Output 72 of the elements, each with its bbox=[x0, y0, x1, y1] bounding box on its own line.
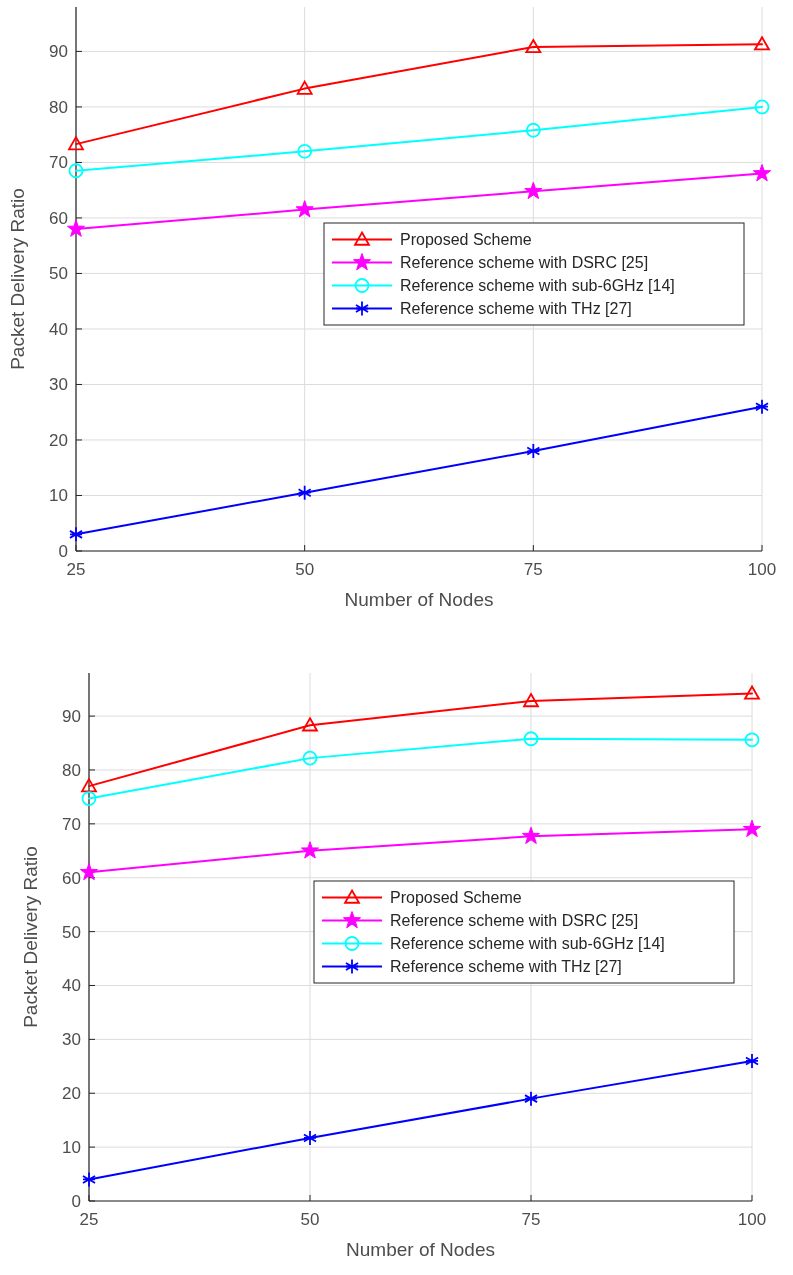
point bbox=[754, 99, 770, 115]
point bbox=[79, 862, 99, 881]
point bbox=[752, 164, 772, 182]
x-tick-label: 25 bbox=[66, 560, 86, 579]
x-axis-title: Number of Nodes bbox=[344, 589, 494, 610]
y-tick-label: 40 bbox=[49, 319, 68, 339]
x-axis-title: Number of Nodes bbox=[346, 1239, 495, 1260]
y-tick-label: 70 bbox=[49, 153, 68, 173]
y-tick-label: 20 bbox=[62, 1084, 81, 1104]
point bbox=[754, 36, 770, 51]
point bbox=[744, 685, 760, 700]
point bbox=[302, 717, 318, 732]
point bbox=[81, 791, 97, 806]
y-tick-label: 0 bbox=[58, 541, 68, 561]
y-axis-title: Packet Delivery Ratio bbox=[20, 846, 41, 1028]
x-tick-label: 75 bbox=[523, 560, 543, 579]
point bbox=[81, 778, 97, 793]
legend-label: Reference scheme with THz [27] bbox=[390, 958, 622, 976]
point bbox=[745, 1053, 759, 1069]
point bbox=[755, 398, 769, 415]
legend-label: Proposed Scheme bbox=[400, 231, 532, 249]
point bbox=[524, 181, 543, 200]
x-tick-label: 100 bbox=[747, 560, 777, 579]
point bbox=[66, 219, 86, 237]
point bbox=[68, 163, 84, 179]
point bbox=[297, 143, 313, 159]
x-tick-label: 25 bbox=[79, 1210, 99, 1229]
point bbox=[69, 526, 83, 543]
legend-label: Reference scheme with sub-6GHz [14] bbox=[390, 935, 665, 953]
y-tick-label: 30 bbox=[49, 375, 68, 395]
y-tick-label: 30 bbox=[62, 1030, 81, 1050]
point bbox=[526, 443, 541, 459]
y-tick-label: 0 bbox=[71, 1191, 81, 1211]
y-tick-label: 60 bbox=[49, 208, 68, 228]
point bbox=[523, 693, 539, 708]
legend-label: Reference scheme with THz [27] bbox=[400, 300, 632, 318]
y-tick-label: 50 bbox=[49, 264, 68, 284]
point bbox=[523, 731, 539, 747]
y-tick-label: 80 bbox=[62, 760, 81, 780]
legend-label: Reference scheme with sub-6GHz [14] bbox=[400, 277, 675, 295]
y-tick-label: 10 bbox=[49, 486, 68, 506]
y-tick-label: 90 bbox=[62, 707, 81, 727]
point bbox=[525, 122, 541, 138]
y-tick-label: 80 bbox=[49, 97, 68, 117]
y-tick-label: 70 bbox=[62, 814, 81, 834]
point bbox=[525, 39, 542, 54]
y-tick-label: 50 bbox=[62, 922, 81, 942]
point bbox=[295, 200, 314, 218]
y-tick-label: 40 bbox=[62, 976, 81, 996]
x-tick-label: 50 bbox=[295, 560, 315, 579]
y-tick-label: 90 bbox=[49, 42, 68, 62]
legend-label: Proposed Scheme bbox=[390, 889, 522, 907]
point bbox=[297, 484, 312, 501]
point bbox=[524, 1090, 538, 1107]
point bbox=[303, 1130, 317, 1146]
legend-label: Reference scheme with DSRC [25] bbox=[390, 912, 639, 930]
point bbox=[68, 136, 84, 151]
x-tick-label: 100 bbox=[737, 1210, 767, 1229]
point bbox=[300, 841, 320, 859]
y-axis-title: Packet Delivery Ratio bbox=[7, 188, 28, 370]
point bbox=[82, 1171, 96, 1188]
y-tick-label: 10 bbox=[62, 1138, 81, 1158]
y-tick-label: 60 bbox=[62, 868, 81, 888]
legend-label: Reference scheme with DSRC [25] bbox=[400, 254, 649, 272]
point bbox=[521, 826, 541, 845]
point bbox=[744, 732, 760, 748]
x-tick-label: 50 bbox=[300, 1210, 320, 1229]
point bbox=[742, 819, 762, 838]
x-tick-label: 75 bbox=[521, 1210, 541, 1229]
point bbox=[302, 750, 318, 766]
point bbox=[296, 80, 313, 95]
y-tick-label: 20 bbox=[49, 430, 68, 450]
